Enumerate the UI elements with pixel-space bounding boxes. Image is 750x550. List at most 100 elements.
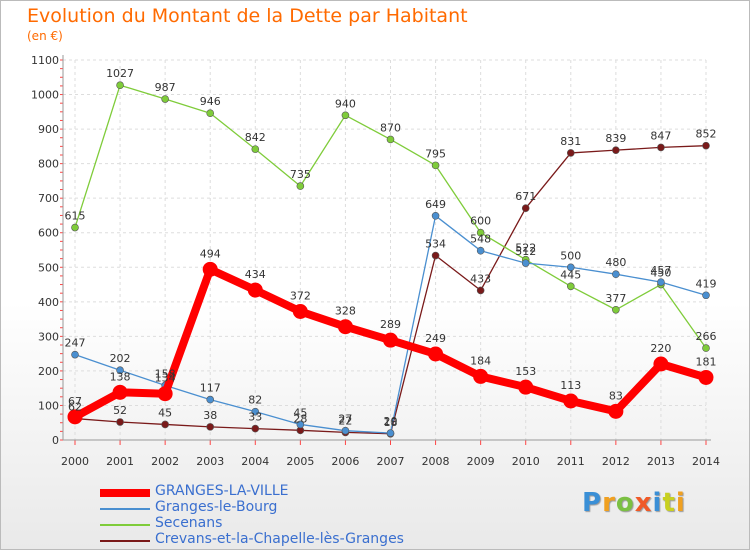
- data-label: 20: [384, 415, 398, 428]
- x-tick-label: 2007: [377, 455, 405, 468]
- legend-label: Crevans-et-la-Chapelle-lès-Granges: [155, 531, 404, 547]
- data-point: [612, 146, 620, 154]
- y-tick-label: 0: [52, 434, 59, 447]
- data-label: 946: [200, 95, 221, 108]
- data-point: [383, 332, 398, 348]
- data-label: 28: [293, 412, 307, 425]
- data-label: 870: [380, 121, 401, 134]
- data-label: 372: [290, 289, 311, 302]
- data-point: [71, 350, 79, 359]
- y-tick-label: 300: [38, 330, 59, 343]
- data-point: [608, 403, 624, 419]
- y-tick-label: 800: [38, 158, 59, 171]
- data-point: [657, 143, 665, 152]
- data-label: 153: [515, 365, 536, 378]
- data-label: 500: [560, 249, 581, 262]
- data-label: 600: [470, 215, 491, 228]
- data-point: [386, 429, 395, 437]
- x-tick-label: 2006: [331, 455, 359, 468]
- legend-swatch: [100, 489, 150, 497]
- data-label: 940: [335, 97, 356, 110]
- data-point: [702, 291, 710, 300]
- y-tick-label: 700: [38, 192, 59, 205]
- data-label: 52: [113, 404, 127, 417]
- y-tick-label: 200: [38, 365, 59, 378]
- data-point: [337, 319, 353, 335]
- data-label: 113: [560, 379, 581, 392]
- data-point: [116, 366, 124, 375]
- data-label: 45: [293, 406, 307, 419]
- data-label: 450: [650, 267, 671, 280]
- data-label: 839: [605, 132, 626, 145]
- data-label: 512: [515, 245, 536, 258]
- data-point: [476, 246, 485, 255]
- data-label: 445: [560, 268, 581, 281]
- legend-swatch: [100, 508, 150, 510]
- data-point: [251, 407, 260, 416]
- data-point: [206, 109, 215, 117]
- data-label: 289: [380, 318, 401, 331]
- data-point: [431, 251, 440, 260]
- data-point: [566, 149, 575, 157]
- data-label: 247: [65, 337, 86, 350]
- data-label: 45: [158, 406, 172, 419]
- data-label: 434: [245, 268, 266, 281]
- legend-swatch: [100, 540, 150, 542]
- data-label: 671: [515, 190, 536, 203]
- data-label: 134: [155, 372, 176, 385]
- data-label: 987: [155, 81, 176, 94]
- data-label: 615: [65, 210, 86, 223]
- x-tick-label: 2011: [557, 455, 585, 468]
- data-point: [428, 346, 444, 362]
- data-label: 82: [248, 394, 262, 407]
- y-tick-label: 600: [38, 227, 59, 240]
- y-tick-label: 100: [38, 399, 59, 412]
- data-point: [251, 424, 260, 433]
- data-point: [612, 305, 620, 314]
- data-label: 266: [696, 330, 717, 343]
- data-point: [341, 111, 350, 120]
- data-point: [161, 95, 169, 103]
- x-tick-label: 2009: [467, 455, 495, 468]
- x-tick-label: 2012: [602, 455, 630, 468]
- data-point: [296, 420, 305, 429]
- data-label: 117: [200, 382, 221, 395]
- data-label: 158: [155, 367, 176, 380]
- data-label: 1027: [106, 67, 134, 80]
- data-point: [206, 423, 215, 431]
- data-label: 419: [696, 277, 717, 290]
- data-point: [296, 182, 305, 190]
- data-label: 795: [425, 147, 446, 160]
- data-label: 249: [425, 332, 446, 345]
- chart-unit: (en €): [27, 29, 63, 43]
- data-point: [653, 356, 669, 372]
- data-label: 457: [650, 264, 671, 277]
- data-label: 433: [470, 272, 491, 285]
- x-tick-label: 2008: [422, 455, 450, 468]
- y-tick-label: 400: [38, 296, 59, 309]
- data-label: 184: [470, 354, 491, 367]
- x-tick-label: 2013: [647, 455, 675, 468]
- data-point: [521, 259, 530, 267]
- data-point: [431, 161, 440, 170]
- data-point: [112, 384, 128, 400]
- data-point: [292, 303, 308, 319]
- x-tick-label: 2010: [512, 455, 540, 468]
- data-point: [612, 270, 620, 278]
- data-label: 522: [515, 242, 536, 255]
- data-point: [473, 368, 489, 384]
- data-point: [202, 261, 218, 277]
- x-tick-label: 2003: [196, 455, 224, 468]
- data-point: [116, 81, 124, 90]
- data-label: 22: [338, 414, 352, 427]
- data-label: 83: [609, 389, 623, 402]
- legend-label: GRANGES-LA-VILLE: [155, 483, 289, 499]
- data-point: [341, 426, 350, 435]
- data-point: [386, 135, 395, 144]
- data-label: 18: [384, 416, 398, 429]
- x-tick-label: 2002: [151, 455, 179, 468]
- data-label: 138: [110, 370, 131, 383]
- x-tick-label: 2000: [61, 455, 89, 468]
- y-tick-label: 1100: [31, 54, 59, 67]
